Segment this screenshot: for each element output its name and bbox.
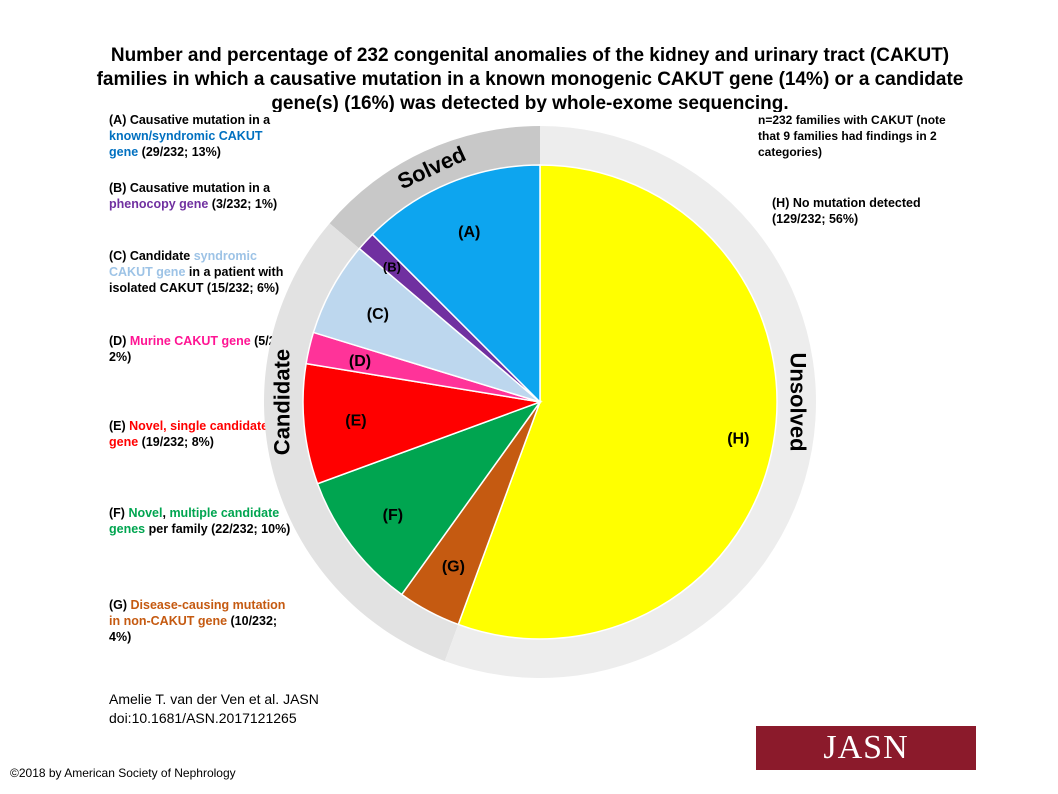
- legend-text: multiple candidate genes: [109, 506, 280, 536]
- legend-text: ,: [162, 506, 170, 520]
- citation: Amelie T. van der Ven et al. JASN doi:10…: [109, 691, 319, 726]
- pie-slice-e: [302, 362, 543, 485]
- ring-label-candidate: Candidate: [269, 349, 294, 455]
- legend-item-f: (F) Novel, multiple candidate genes per …: [109, 505, 294, 537]
- legend-item-g: (G) Disease-causing mutation in non-CAKU…: [109, 597, 294, 645]
- slice-label-e: (E): [345, 412, 366, 429]
- legend-text: Disease-causing mutation in non-CAKUT ge…: [109, 598, 286, 628]
- legend-text: in a patient with isolated CAKUT (15/232…: [109, 265, 284, 295]
- sample-note: n=232 families with CAKUT (note that 9 f…: [758, 113, 946, 159]
- legend-text: (10/232; 4%): [109, 614, 278, 644]
- legend-text: (29/232; 13%): [138, 145, 221, 159]
- legend-text: phenocopy gene: [109, 197, 209, 211]
- slice-label-b: (B): [383, 259, 401, 274]
- legend-text: (D): [109, 334, 130, 348]
- legend-text: (G): [109, 598, 131, 612]
- legend-text: (3/232; 1%): [208, 197, 278, 211]
- slice-label-h: (H): [727, 430, 749, 447]
- ring-solved: [329, 126, 540, 249]
- legend-text: known/syndromic CAKUT gene: [109, 129, 263, 159]
- legend-item-e: (E) Novel, single candidate gene (19/232…: [109, 418, 294, 450]
- legend-text: (19/232; 8%): [138, 435, 214, 449]
- legend-item-h: (H) No mutation detected (129/232; 56%): [772, 196, 921, 226]
- legend-text: Novel, single candidate gene: [109, 419, 269, 449]
- legend-text: (E): [109, 419, 130, 433]
- slice-label-d: (D): [349, 353, 371, 370]
- legend-text: Novel: [128, 506, 163, 520]
- legend-text: (F): [109, 506, 129, 520]
- legend-item-b: (B) Causative mutation in a phenocopy ge…: [109, 180, 294, 212]
- legend-text: syndromic CAKUT gene: [109, 249, 257, 279]
- legend-text: per family (22/232; 10%): [145, 522, 291, 536]
- slice-label-c: (C): [367, 306, 389, 323]
- ring-label-unsolved: Unsolved: [786, 352, 811, 451]
- pie-slice-h: [457, 164, 778, 640]
- copyright-notice: ©2018 by American Society of Nephrology: [10, 766, 236, 780]
- slice-label-a: (A): [458, 224, 480, 241]
- slice-label-f: (F): [383, 507, 403, 524]
- legend-item-a: (A) Causative mutation in a known/syndro…: [109, 112, 294, 160]
- legend-text: (B) Causative mutation in a: [109, 181, 271, 195]
- legend-text: (C) Candidate: [109, 249, 194, 263]
- jasn-logo: JASN: [756, 726, 976, 770]
- pie-slice-a: [371, 164, 541, 404]
- chart-title: Number and percentage of 232 congenital …: [96, 45, 964, 112]
- legend-item-c: (C) Candidate syndromic CAKUT gene in a …: [109, 248, 294, 296]
- pie-slice-f: [316, 400, 543, 596]
- legend-text: Murine CAKUT gene: [129, 334, 251, 348]
- slice-label-g: (G): [442, 558, 465, 575]
- legend-text: (A) Causative mutation in a: [109, 113, 271, 127]
